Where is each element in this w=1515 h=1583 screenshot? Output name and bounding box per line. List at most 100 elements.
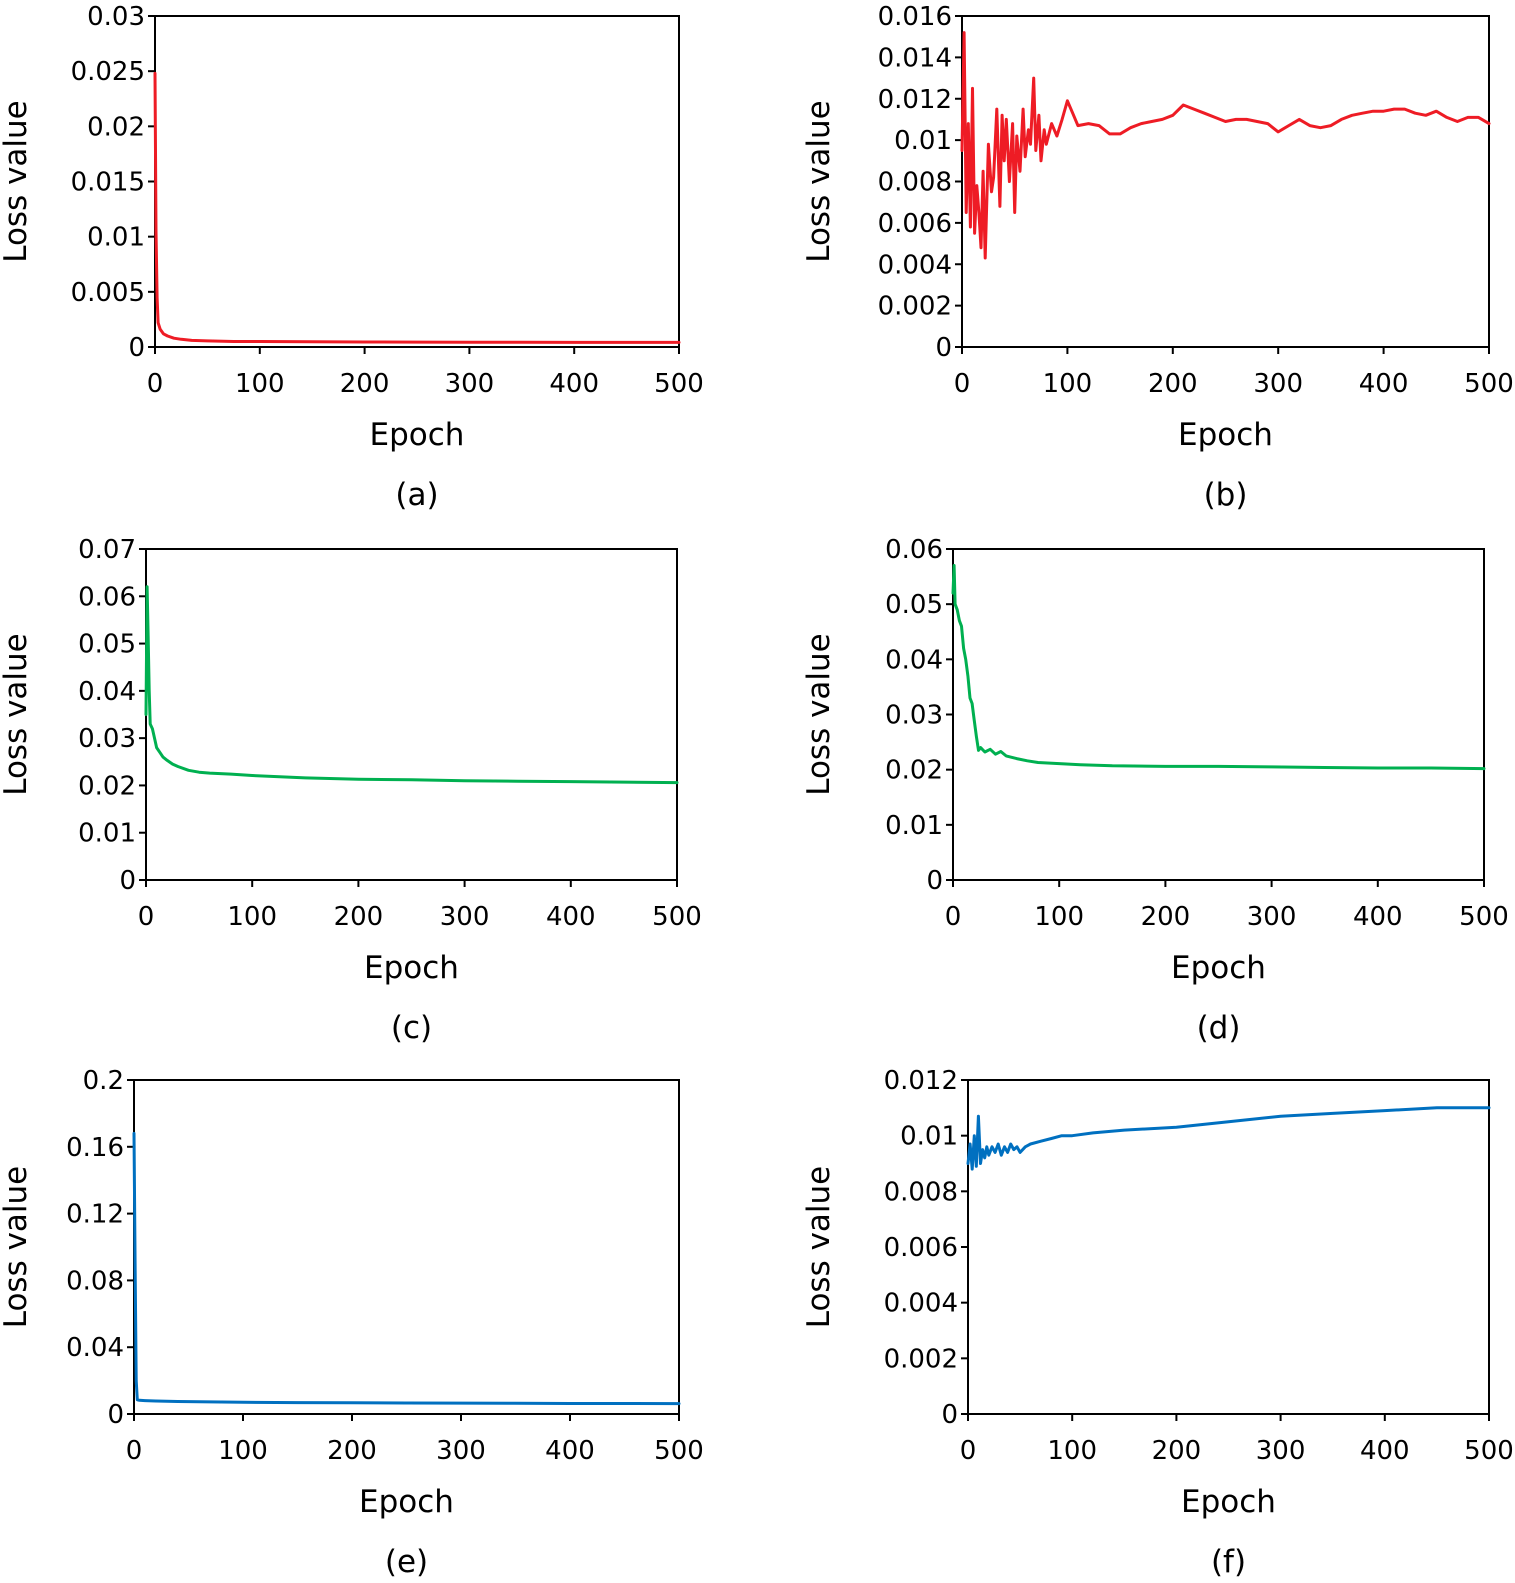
x-tick-label: 0 <box>960 1436 977 1466</box>
y-tick-label: 0.04 <box>885 645 943 675</box>
series-line-f <box>966 1106 1491 1171</box>
y-tick-label: 0.05 <box>78 630 136 660</box>
x-tick-label: 200 <box>327 1436 377 1466</box>
y-tick-label: 0.12 <box>66 1200 124 1230</box>
x-tick-label: 0 <box>954 369 971 399</box>
y-tick-label: 0.06 <box>78 582 136 612</box>
y-tick-label: 0.01 <box>894 126 952 156</box>
y-tick-label: 0 <box>119 866 136 896</box>
x-tick-label: 100 <box>1034 902 1084 932</box>
plot-frame <box>961 15 1490 348</box>
x-tick-label: 0 <box>126 1436 143 1466</box>
x-axis-label: Epoch <box>370 417 465 453</box>
series-line-b <box>960 31 1491 260</box>
plot-frame <box>133 1079 680 1415</box>
panel-caption: (e) <box>385 1544 428 1580</box>
y-tick-label: 0.05 <box>885 590 943 620</box>
y-tick-label: 0.012 <box>878 85 952 115</box>
x-tick-label: 100 <box>227 902 277 932</box>
x-tick-label: 200 <box>1141 902 1191 932</box>
x-tick-label: 200 <box>334 902 384 932</box>
x-tick-label: 400 <box>546 902 596 932</box>
y-tick-label: 0.04 <box>78 677 136 707</box>
y-tick-label: 0 <box>935 333 952 363</box>
x-tick-label: 100 <box>1043 369 1093 399</box>
y-axis-label: Loss value <box>801 633 837 796</box>
x-tick-label: 500 <box>1459 902 1509 932</box>
y-tick-label: 0.07 <box>78 535 136 565</box>
y-tick-label: 0.005 <box>71 278 145 308</box>
plot-frame <box>967 1079 1490 1415</box>
chart-panel-f: 0 0.002 0.004 0.006 0.008 0.01 0.012 0 100 200 300… <box>801 1066 1514 1580</box>
x-tick-label: 100 <box>1047 1436 1097 1466</box>
y-tick-label: 0.02 <box>885 756 943 786</box>
x-tick-label: 400 <box>1353 902 1403 932</box>
y-tick-label: 0.025 <box>71 57 145 87</box>
y-tick-label: 0 <box>107 1400 124 1430</box>
y-tick-label: 0.16 <box>66 1133 124 1163</box>
y-tick-label: 0.04 <box>66 1333 124 1363</box>
x-tick-label: 400 <box>1359 369 1409 399</box>
y-tick-label: 0.03 <box>87 2 145 32</box>
plot-frame <box>145 548 678 881</box>
x-tick-label: 400 <box>1360 1436 1410 1466</box>
panel-caption: (f) <box>1211 1544 1246 1580</box>
x-axis-label: Epoch <box>1178 417 1273 453</box>
panel-caption: (d) <box>1197 1010 1241 1046</box>
x-tick-label: 200 <box>1148 369 1198 399</box>
panel-caption: (b) <box>1204 477 1248 513</box>
chart-panel-e: 0 0.04 0.08 0.12 0.16 0.2 0 100 200 300 400 500 Epoc… <box>0 1066 704 1580</box>
y-tick-label: 0.02 <box>87 112 145 142</box>
x-tick-label: 500 <box>1464 369 1514 399</box>
y-tick-label: 0.002 <box>878 292 952 322</box>
x-tick-label: 400 <box>545 1436 595 1466</box>
y-tick-label: 0.012 <box>884 1066 958 1096</box>
series-line-d <box>951 564 1486 771</box>
y-tick-label: 0.01 <box>87 223 145 253</box>
x-tick-label: 200 <box>1152 1436 1202 1466</box>
y-tick-label: 0.01 <box>885 811 943 841</box>
y-tick-label: 0.015 <box>71 168 145 198</box>
y-tick-label: 0.002 <box>884 1344 958 1374</box>
y-tick-label: 0.02 <box>78 771 136 801</box>
y-tick-label: 0.2 <box>83 1066 124 1096</box>
x-tick-label: 300 <box>1256 1436 1306 1466</box>
x-axis-label: Epoch <box>359 1484 454 1520</box>
x-tick-label: 300 <box>436 1436 486 1466</box>
x-tick-label: 300 <box>1253 369 1303 399</box>
plot-frame <box>952 548 1485 881</box>
y-axis-label: Loss value <box>801 100 837 263</box>
chart-panel-c: 0 0.01 0.02 0.03 0.04 0.05 0.06 0.07 0 100 200 300 4… <box>0 535 702 1046</box>
y-tick-label: 0.006 <box>884 1233 958 1263</box>
x-tick-label: 0 <box>945 902 962 932</box>
y-axis-label: Loss value <box>801 1166 837 1329</box>
y-tick-label: 0.004 <box>884 1289 958 1319</box>
chart-panel-d: 0 0.01 0.02 0.03 0.04 0.05 0.06 0 100 200 300 400 50… <box>801 535 1509 1046</box>
y-tick-label: 0.008 <box>884 1177 958 1207</box>
series-line-e <box>132 1131 681 1406</box>
series-line-a <box>153 71 681 344</box>
y-tick-label: 0.08 <box>66 1266 124 1296</box>
x-axis-label: Epoch <box>1181 1484 1276 1520</box>
x-tick-label: 200 <box>340 369 390 399</box>
x-tick-label: 100 <box>218 1436 268 1466</box>
panel-caption: (a) <box>395 477 438 513</box>
y-axis-label: Loss value <box>0 633 34 796</box>
x-axis-label: Epoch <box>364 950 459 986</box>
chart-panel-a: 0 0.005 0.01 0.015 0.02 0.025 0.03 0 100 200 300 40… <box>0 2 704 513</box>
x-tick-label: 500 <box>1464 1436 1514 1466</box>
y-tick-label: 0 <box>941 1400 958 1430</box>
y-tick-label: 0.016 <box>878 2 952 32</box>
chart-panel-b: 0 0.002 0.004 0.006 0.008 0.01 0.012 0.014 0.016… <box>801 2 1514 513</box>
x-tick-label: 100 <box>235 369 285 399</box>
x-tick-label: 400 <box>549 369 599 399</box>
y-tick-label: 0.01 <box>78 819 136 849</box>
y-tick-label: 0.014 <box>878 43 952 73</box>
x-tick-label: 500 <box>654 369 704 399</box>
x-tick-label: 0 <box>147 369 164 399</box>
y-tick-label: 0.008 <box>878 168 952 198</box>
y-axis-label: Loss value <box>0 100 34 263</box>
y-tick-label: 0.006 <box>878 209 952 239</box>
x-tick-label: 300 <box>1247 902 1297 932</box>
